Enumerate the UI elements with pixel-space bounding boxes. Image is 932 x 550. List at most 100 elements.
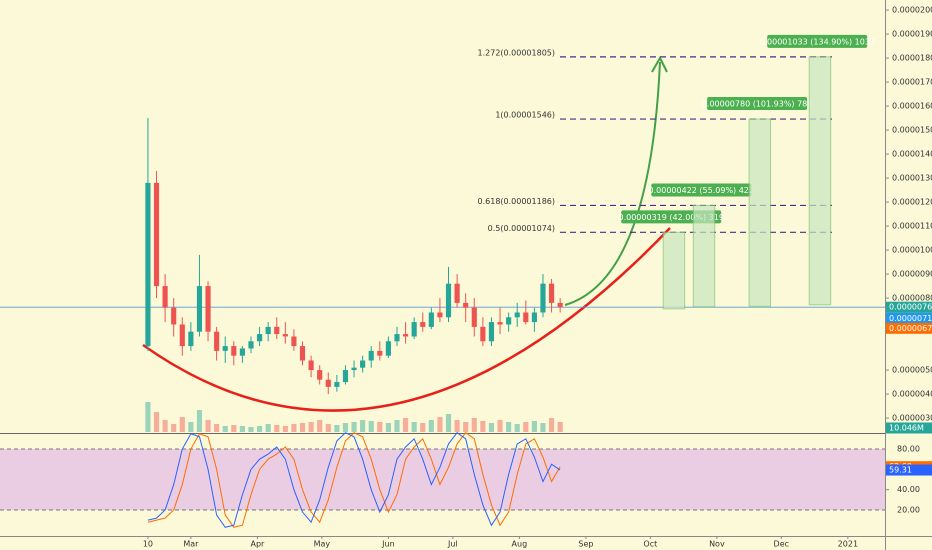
y-tick-label: 0.00001700 xyxy=(892,78,932,87)
volume-bar xyxy=(471,418,477,432)
volume-bar xyxy=(377,422,383,432)
candle-body xyxy=(291,336,297,347)
volume-bar xyxy=(540,423,546,432)
candle-body xyxy=(188,331,194,347)
target-label: 0.00000780 (101.93%) 780 xyxy=(702,100,813,109)
candle-body xyxy=(162,286,168,308)
target-tag xyxy=(707,97,808,111)
y-tick-label: 0.00000800 xyxy=(892,294,932,303)
x-tick-label: Apr xyxy=(251,540,266,549)
candle-body xyxy=(514,312,520,318)
candle-body xyxy=(394,334,400,342)
candle-body xyxy=(317,370,323,380)
candle-body xyxy=(454,283,460,303)
volume-bar xyxy=(274,425,280,432)
ma-tag-bg xyxy=(886,322,932,334)
target-tag xyxy=(651,183,752,197)
volume-bar xyxy=(162,420,168,432)
candle-body xyxy=(360,360,366,368)
candle-body xyxy=(351,367,357,371)
candle-body xyxy=(325,379,331,387)
volume-bar xyxy=(239,426,245,432)
candle-body xyxy=(531,312,537,323)
y-tick-label: 0.00001300 xyxy=(892,174,932,183)
candle-body xyxy=(420,322,426,327)
volume-bar xyxy=(480,421,486,432)
candle-body xyxy=(437,312,443,318)
volume-bar xyxy=(463,422,469,432)
volume-bar xyxy=(317,420,323,432)
x-tick-label: May xyxy=(314,540,331,549)
y-tick-label: 0.00000400 xyxy=(892,390,932,399)
volume-bar xyxy=(171,424,177,432)
y-tick-label: 0.00001000 xyxy=(892,246,932,255)
y-tick-label: 0.00001500 xyxy=(892,126,932,135)
candle-body xyxy=(205,286,211,332)
x-tick-label: Sep xyxy=(578,540,593,549)
price-tag-bg xyxy=(886,301,932,313)
candle-body xyxy=(445,283,452,318)
candle-body xyxy=(282,334,288,337)
candle-body xyxy=(248,341,254,349)
x-tick-label: Oct xyxy=(643,540,657,549)
volume-bar xyxy=(531,421,537,432)
target-box xyxy=(662,231,686,310)
volume-bar xyxy=(411,422,417,432)
volume-bar xyxy=(153,412,160,432)
volume-bar xyxy=(557,421,563,432)
y-tick-label: 0.00001400 xyxy=(892,150,932,159)
target-box xyxy=(692,204,716,308)
stoch-tick-label: 80.00 xyxy=(897,444,920,453)
candle-body xyxy=(480,326,486,342)
candle-body xyxy=(377,350,383,356)
x-tick-label: 2021 xyxy=(838,540,858,549)
target-label: 0.00000319 (42.00%) 319 xyxy=(618,213,723,222)
volume-bar xyxy=(368,421,374,432)
candle-body xyxy=(153,182,160,287)
candle-body xyxy=(145,182,151,347)
x-tick-label: Nov xyxy=(709,540,725,549)
x-tick-label: Mar xyxy=(183,540,199,549)
y-tick-label: 0.00001100 xyxy=(892,222,932,231)
candle-body xyxy=(497,322,503,325)
candle-body xyxy=(231,346,237,356)
candle-body xyxy=(428,312,434,327)
stoch-k-tag-bg xyxy=(886,464,932,476)
target-box xyxy=(808,56,832,306)
candle-body xyxy=(239,348,245,356)
y-tick-label: 0.00001800 xyxy=(892,54,932,63)
candle-body xyxy=(540,283,546,313)
candle-body xyxy=(334,382,340,387)
volume-bar xyxy=(385,423,391,432)
x-tick-label: Aug xyxy=(512,540,528,549)
y-tick-label: 0.00001600 xyxy=(892,102,932,111)
volume-bar xyxy=(402,418,409,432)
volume-bar xyxy=(282,426,288,432)
volume-bar xyxy=(299,423,306,432)
volume-bar xyxy=(514,424,520,432)
volume-bar xyxy=(222,426,228,432)
candle-body xyxy=(274,326,280,335)
stoch-tick-label: 40.00 xyxy=(897,485,920,494)
candle-body xyxy=(523,312,529,323)
volume-bar xyxy=(205,420,211,432)
volume-bar xyxy=(548,418,555,432)
candle-body xyxy=(385,341,391,356)
volume-bar xyxy=(428,420,434,432)
y-tick-label: 0.00001200 xyxy=(892,198,932,207)
volume-bar xyxy=(188,422,194,432)
candle-body xyxy=(222,346,228,351)
price-tag: 0.00000762 xyxy=(889,303,932,312)
volume-bar xyxy=(248,427,254,432)
candle-body xyxy=(265,326,271,335)
candle-body xyxy=(342,370,349,383)
volume-bar xyxy=(256,426,263,432)
volume-bar xyxy=(196,410,203,432)
ma-tag: 0.00000715 xyxy=(889,314,932,323)
volume-bar xyxy=(445,414,452,432)
stoch-k-tag: 59.31 xyxy=(889,466,912,475)
candle-body xyxy=(308,360,314,371)
volume-bar xyxy=(506,422,512,432)
